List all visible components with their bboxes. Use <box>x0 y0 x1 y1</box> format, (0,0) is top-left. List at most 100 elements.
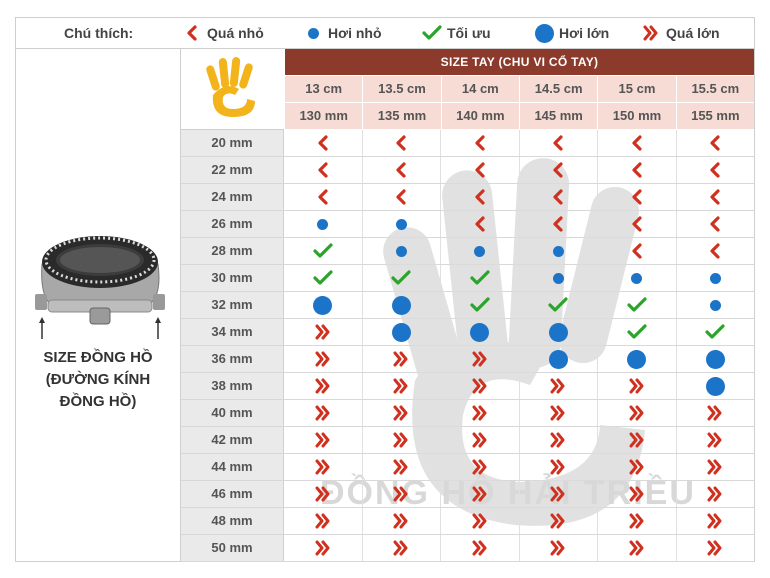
watch-size-panel: SIZE ĐỒNG HỒ (ĐƯỜNG KÍNH ĐỒNG HỒ) <box>16 49 181 561</box>
fit-cell <box>520 238 598 264</box>
fit-cell <box>677 454 755 480</box>
watch-size-label-line3: ĐỒNG HỒ) <box>59 393 137 410</box>
double-chevron-right-icon <box>471 432 489 448</box>
double-chevron-right-icon <box>628 405 646 421</box>
header-mm-row: 130 mm 135 mm 140 mm 145 mm 150 mm 155 m… <box>285 103 754 129</box>
small-dot-icon <box>300 18 326 48</box>
fit-cell <box>677 427 755 453</box>
legend-item-slightly-small: Hơi nhỏ <box>300 18 382 48</box>
fit-cell <box>520 130 598 156</box>
chevron-left-icon <box>709 189 721 205</box>
fit-cell <box>284 508 363 534</box>
fit-cell <box>284 319 363 345</box>
fit-cell <box>520 157 598 183</box>
watch-size-cell: 20 mm <box>181 130 284 156</box>
double-chevron-right-icon <box>392 432 410 448</box>
fit-cell <box>520 292 598 318</box>
fit-cell <box>677 184 755 210</box>
table-row: 50 mm <box>181 535 754 562</box>
header-mm: 155 mm <box>675 103 754 129</box>
double-chevron-right-icon <box>549 432 567 448</box>
fit-cell <box>284 400 363 426</box>
small-dot-icon <box>395 245 407 257</box>
chevron-left-icon <box>631 162 643 178</box>
fit-cell <box>677 157 755 183</box>
fit-cell <box>520 373 598 399</box>
fit-cell <box>598 373 677 399</box>
header-mm: 135 mm <box>362 103 440 129</box>
fit-cell <box>441 184 520 210</box>
double-chevron-right-icon <box>471 513 489 529</box>
watch-size-cell: 30 mm <box>181 265 284 291</box>
fit-cell <box>363 157 441 183</box>
fit-cell <box>441 346 520 372</box>
header-cm-row: 13 cm 13.5 cm 14 cm 14.5 cm 15 cm 15.5 c… <box>285 76 754 102</box>
chevron-left-icon <box>474 189 486 205</box>
small-dot-icon <box>552 245 564 257</box>
fit-cell <box>363 400 441 426</box>
fit-cell <box>598 157 677 183</box>
table-row: 38 mm <box>181 373 754 400</box>
watch-size-cell: 22 mm <box>181 157 284 183</box>
fit-cell <box>520 400 598 426</box>
fit-cell <box>363 481 441 507</box>
double-chevron-right-icon <box>314 324 332 340</box>
chevron-left-icon <box>552 135 564 151</box>
double-chevron-right-icon <box>706 459 724 475</box>
table-row: 30 mm <box>181 265 754 292</box>
wrist-size-header: SIZE TAY (CHU VI CỔ TAY) <box>285 49 754 75</box>
small-dot-icon <box>631 272 643 284</box>
double-chevron-right-icon <box>392 351 410 367</box>
fit-cell <box>520 184 598 210</box>
large-dot-icon <box>531 18 557 48</box>
fit-cell <box>598 211 677 237</box>
small-dot-icon <box>474 245 486 257</box>
watch-size-cell: 28 mm <box>181 238 284 264</box>
fit-cell <box>677 319 755 345</box>
fit-cell <box>441 373 520 399</box>
double-chevron-right-icon <box>314 486 332 502</box>
legend-item-optimal: Tối ưu <box>419 18 491 48</box>
check-icon <box>627 297 647 313</box>
fit-cell <box>598 184 677 210</box>
chevron-left-icon <box>474 135 486 151</box>
check-icon <box>470 270 490 286</box>
chevron-left-icon <box>317 162 329 178</box>
small-dot-icon <box>317 218 329 230</box>
double-chevron-right-icon <box>392 378 410 394</box>
fit-cell <box>520 265 598 291</box>
table-row: 36 mm <box>181 346 754 373</box>
legend-label: Quá lớn <box>666 25 720 41</box>
double-chevron-right-icon <box>392 405 410 421</box>
fit-cell <box>363 427 441 453</box>
fit-cell <box>677 508 755 534</box>
fit-cell <box>284 292 363 318</box>
fit-cell <box>441 319 520 345</box>
fit-cell <box>598 400 677 426</box>
watch-size-cell: 32 mm <box>181 292 284 318</box>
double-chevron-right-icon <box>706 486 724 502</box>
double-chevron-right-icon <box>549 378 567 394</box>
chevron-left-icon <box>709 162 721 178</box>
legend-item-too-small: Quá nhỏ <box>179 18 264 48</box>
watch-size-cell: 26 mm <box>181 211 284 237</box>
watch-size-label: SIZE ĐỒNG HỒ (ĐƯỜNG KÍNH ĐỒNG HỒ) <box>16 347 180 413</box>
small-dot-icon <box>709 299 721 311</box>
double-chevron-right-icon <box>549 486 567 502</box>
check-icon <box>419 18 445 48</box>
table-row: 44 mm <box>181 454 754 481</box>
fit-cell <box>363 535 441 561</box>
table-row: 42 mm <box>181 427 754 454</box>
hand-logo-icon <box>206 57 255 117</box>
fit-cell <box>284 373 363 399</box>
header-mm: 130 mm <box>299 108 348 123</box>
fit-cell <box>520 535 598 561</box>
fit-cell <box>363 508 441 534</box>
double-chevron-right-icon <box>549 513 567 529</box>
watch-size-cell: 50 mm <box>181 535 284 561</box>
fit-cell <box>284 481 363 507</box>
large-dot-icon <box>548 322 568 342</box>
double-chevron-right-icon <box>471 351 489 367</box>
watch-size-cell: 46 mm <box>181 481 284 507</box>
watch-size-cell: 42 mm <box>181 427 284 453</box>
